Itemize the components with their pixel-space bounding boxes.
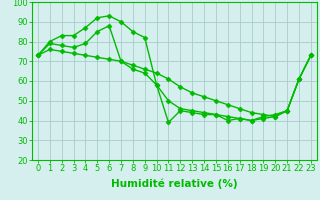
X-axis label: Humidité relative (%): Humidité relative (%) [111,179,238,189]
